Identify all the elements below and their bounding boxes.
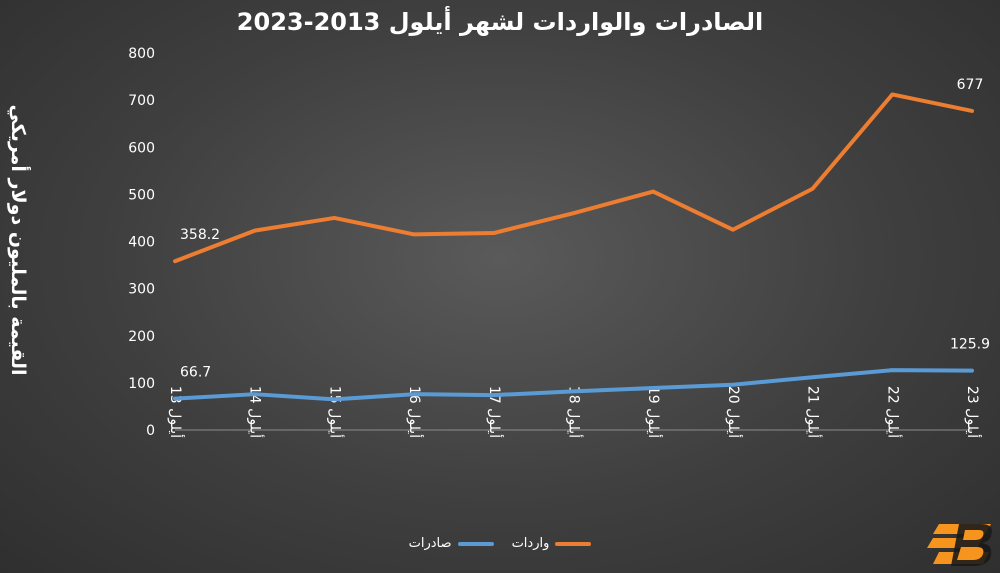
data-label: 66.7: [180, 365, 211, 381]
x-tick-label: أيلول 18: [566, 386, 584, 438]
y-tick-label: 400: [128, 235, 155, 251]
legend-label-exports: صادرات: [408, 536, 452, 551]
y-tick-label: 500: [128, 187, 155, 203]
series-lines: [173, 92, 974, 402]
x-tick-label: أيلول 17: [486, 386, 504, 438]
x-tick-label: أيلول 16: [406, 386, 424, 438]
x-tick-label: أيلول 15: [326, 386, 344, 438]
x-axis: أيلول 13 أيلول 14 أيلول 15 أيلول 16 أيلول 17…: [167, 386, 982, 438]
legend-swatch-imports: [555, 541, 592, 546]
y-tick-label: 700: [128, 93, 155, 109]
y-tick-label: 300: [128, 282, 155, 298]
chart-title: الصادرات والواردات لشهر أيلول 2013-2023: [236, 8, 764, 36]
brand-logo: [927, 524, 992, 566]
x-tick-label: أيلول 13: [167, 386, 185, 438]
legend-item-exports: صادرات: [409, 536, 494, 551]
legend-swatch-exports: [457, 541, 494, 546]
data-label: 677: [957, 77, 984, 93]
x-tick-label: أيلول 19: [645, 386, 663, 438]
x-tick-label: أيلول 20: [725, 386, 743, 438]
legend-label-imports: واردات: [511, 536, 550, 551]
x-tick-label: أيلول 22: [884, 386, 902, 438]
data-label: 125.9: [950, 337, 990, 353]
x-tick-label: أيلول 23: [964, 386, 982, 438]
y-tick-label: 100: [128, 376, 155, 392]
y-tick-label: 600: [128, 140, 155, 156]
y-tick-label: 200: [128, 329, 155, 345]
y-tick-label: 800: [128, 46, 155, 62]
y-axis: 0 100 200 300 400 500 600 700 800: [128, 46, 155, 439]
data-label: 358.2: [180, 227, 220, 243]
x-tick-label: أيلول 14: [247, 386, 265, 438]
series-line-0: [173, 92, 974, 264]
legend-item-imports: واردات: [512, 536, 592, 551]
x-tick-label: أيلول 21: [805, 386, 823, 438]
y-tick-label: 0: [146, 423, 155, 439]
data-labels: 358.2 677 66.7 125.9: [180, 77, 990, 381]
legend: واردات صادرات: [0, 536, 1000, 551]
